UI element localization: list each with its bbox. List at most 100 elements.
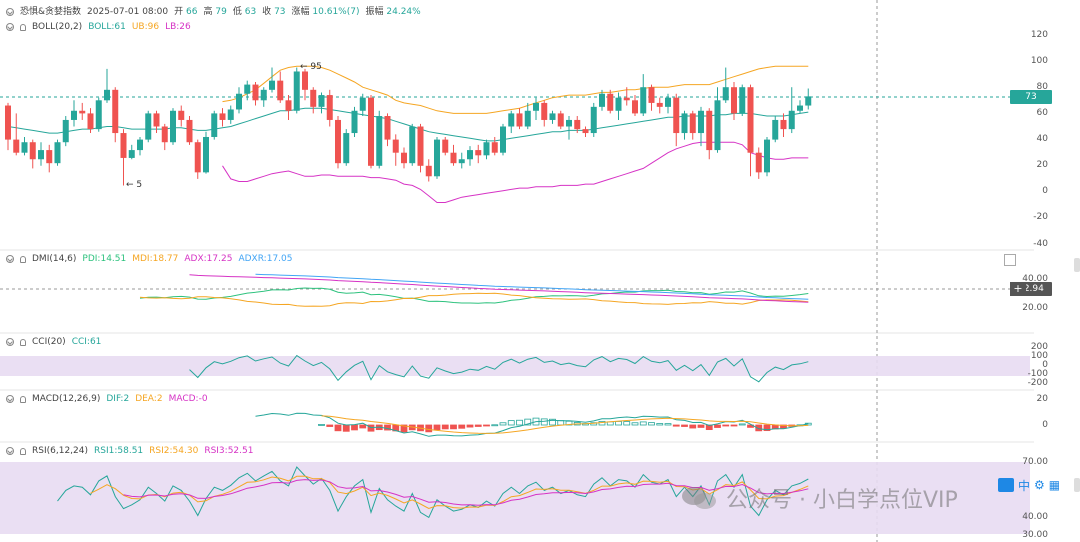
candle-body <box>161 126 168 143</box>
cci-header: CCI(20) CCI:61 <box>6 336 107 348</box>
macd-histogram-bar <box>351 424 358 431</box>
candle-body <box>417 126 424 166</box>
macd-histogram-bar <box>507 420 515 426</box>
right-panel-handle-icon[interactable] <box>1074 478 1080 492</box>
macd-histogram-bar <box>474 424 482 427</box>
candle-body <box>533 102 539 111</box>
candle-body <box>236 93 242 110</box>
macd-histogram-bar <box>681 424 688 427</box>
macd-histogram-bar <box>755 424 763 432</box>
zoom-toggle[interactable]: 中 <box>1018 478 1031 493</box>
app-logo-icon[interactable] <box>998 478 1014 492</box>
candle-body <box>739 87 746 114</box>
macd-histogram-bar <box>458 424 466 429</box>
collapse-chevron-icon[interactable] <box>6 447 14 455</box>
macd-histogram-bar <box>483 424 490 427</box>
cci-band <box>0 356 1030 376</box>
macd-histogram-bar <box>714 424 721 428</box>
bell-icon[interactable] <box>20 395 26 403</box>
candle-datetime: 2025-07-01 08:00 <box>87 7 169 17</box>
collapse-chevron-icon[interactable] <box>6 395 14 403</box>
candle-body <box>764 139 770 173</box>
macd-histogram-bar <box>615 421 622 426</box>
candle-body <box>607 93 614 111</box>
macd-histogram-bar <box>425 424 433 433</box>
settings-icon[interactable]: ⚙ <box>1034 478 1045 492</box>
macd-histogram-bar <box>318 424 325 426</box>
candle-body <box>194 142 201 173</box>
candle-body <box>62 119 69 143</box>
collapse-chevron-icon[interactable] <box>6 8 14 16</box>
wechat-icon <box>682 487 716 509</box>
dmi-adx-line <box>189 274 809 303</box>
cci-value: CCI:61 <box>71 337 102 347</box>
candle-body <box>87 113 94 130</box>
bell-icon[interactable] <box>20 255 26 263</box>
add-alert-button[interactable]: + <box>1010 282 1026 296</box>
candle-body <box>343 133 350 164</box>
candle-body <box>665 97 671 107</box>
macd-dea-line <box>321 415 809 434</box>
candle-body <box>376 116 383 166</box>
candle-body <box>656 102 663 107</box>
dmi-mdi-line <box>139 292 809 307</box>
rsi2-value: RSI2:54.30 <box>149 446 199 456</box>
boll-upper-line <box>222 65 809 114</box>
candle-body <box>260 89 267 101</box>
candle-body <box>450 152 457 164</box>
bell-icon[interactable] <box>20 338 26 346</box>
macd-histogram-bar <box>722 424 730 427</box>
macd-histogram-bar <box>672 424 680 427</box>
candle-body <box>79 110 86 114</box>
macd-histogram-bar <box>623 421 631 426</box>
expand-icon[interactable] <box>1004 254 1016 266</box>
candle-body <box>120 133 127 158</box>
low-label: 低 63 <box>232 7 257 17</box>
collapse-chevron-icon[interactable] <box>6 338 14 346</box>
cci-name: CCI(20) <box>32 337 66 347</box>
macd-dea-value: DEA:2 <box>135 394 163 404</box>
macd-histogram-bar <box>499 422 507 426</box>
candle-body <box>46 150 53 164</box>
candle-body <box>483 142 490 156</box>
collapse-chevron-icon[interactable] <box>6 23 14 31</box>
macd-histogram-bar <box>466 424 474 428</box>
macd-header: MACD(12,26,9) DIF:2 DEA:2 MACD:-0 <box>6 393 214 405</box>
main-axis-tick: -20 <box>1033 212 1048 222</box>
candle-body <box>582 129 589 134</box>
high-annotation: ← 95 <box>300 62 322 72</box>
candle-body <box>673 97 680 134</box>
candle-body <box>549 113 556 120</box>
dmi-name: DMI(14,6) <box>32 254 77 264</box>
candle-body <box>368 97 374 166</box>
candle-body <box>384 116 391 140</box>
candle-body <box>95 100 102 130</box>
dmi-header: DMI(14,6) PDI:14.51 MDI:18.77 ADX:17.25 … <box>6 253 298 265</box>
right-panel-handle-icon[interactable] <box>1074 258 1080 272</box>
candle-body <box>475 150 482 156</box>
bell-icon[interactable] <box>20 23 26 31</box>
grid-icon[interactable]: ▦ <box>1048 478 1061 492</box>
candle-body <box>409 126 416 164</box>
candle-body <box>71 110 77 120</box>
collapse-chevron-icon[interactable] <box>6 255 14 263</box>
bell-icon[interactable] <box>20 447 26 455</box>
watermark-text: 公众号 · 小白学点位VIP <box>726 488 958 513</box>
close-label: 收 73 <box>262 7 286 17</box>
candle-body <box>277 80 284 101</box>
rsi-band <box>0 462 1030 534</box>
candle-body <box>351 110 358 134</box>
candle-body <box>285 100 292 111</box>
candle-body <box>731 87 737 114</box>
macd-histogram-bar <box>450 424 457 430</box>
candle-body <box>211 113 218 137</box>
candle-body <box>5 105 11 140</box>
candle-body <box>442 139 449 153</box>
candle-body <box>491 142 498 153</box>
candle-body <box>755 152 762 173</box>
candle-body <box>269 80 275 90</box>
dmi-adxr-value: ADXR:17.05 <box>238 254 293 264</box>
candle-body <box>335 119 341 164</box>
macd-axis-tick: 0 <box>1042 420 1048 430</box>
